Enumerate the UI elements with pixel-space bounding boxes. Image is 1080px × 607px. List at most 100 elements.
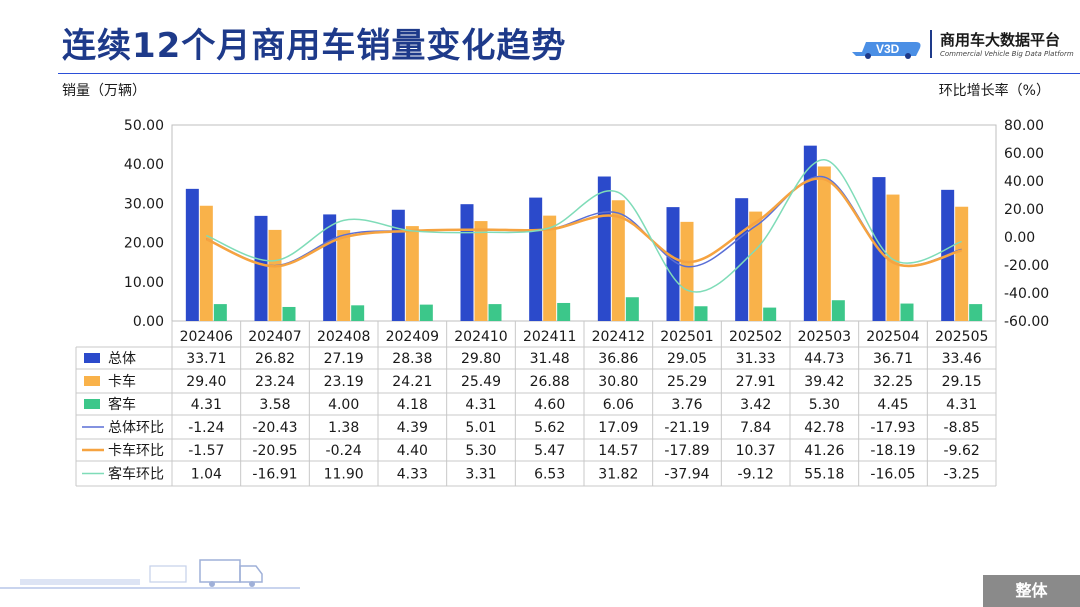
brand-logo: V3D 商用车大数据平台 Commercial Vehicle Big Data… <box>848 22 1074 68</box>
table-cell: 14.57 <box>598 443 638 459</box>
bar-卡车 <box>749 211 763 321</box>
bar-卡车 <box>817 166 831 321</box>
table-cell: 5.62 <box>534 420 565 436</box>
right-tick-label: 40.00 <box>1004 174 1044 190</box>
line-客车环比 <box>206 158 962 293</box>
bar-客车 <box>557 302 571 321</box>
table-cell: 41.26 <box>804 443 844 459</box>
table-cell: -17.89 <box>664 443 709 459</box>
table-cell: 4.31 <box>465 397 496 413</box>
table-cell: 26.88 <box>530 374 570 390</box>
bar-卡车 <box>199 205 213 321</box>
legend-label: 客车环比 <box>108 466 164 483</box>
table-cell: 31.82 <box>598 467 638 483</box>
table-cell: 1.04 <box>191 467 222 483</box>
legend-label: 客车 <box>108 396 136 413</box>
svg-text:V3D: V3D <box>876 42 900 56</box>
table-cell: 27.19 <box>324 351 364 367</box>
bar-卡车 <box>405 226 419 321</box>
table-cell: 11.90 <box>324 467 364 483</box>
category-label: 202503 <box>798 329 851 345</box>
bar-客车 <box>831 300 845 321</box>
right-tick-label: -40.00 <box>1004 286 1049 302</box>
table-cell: 27.91 <box>736 374 776 390</box>
legend-key-卡车 <box>84 376 100 386</box>
table-cell: 4.39 <box>397 420 428 436</box>
bar-总体 <box>185 188 199 321</box>
table-cell: 33.46 <box>942 351 982 367</box>
table-cell: 1.38 <box>328 420 359 436</box>
table-cell: 39.42 <box>804 374 844 390</box>
table-cell: 24.21 <box>392 374 432 390</box>
page-title: 连续12个月商用车销量变化趋势 <box>62 26 567 66</box>
table-cell: -21.19 <box>664 420 709 436</box>
bar-客车 <box>213 304 227 321</box>
table-cell: 23.24 <box>255 374 295 390</box>
table-cell: 4.00 <box>328 397 359 413</box>
bar-总体 <box>391 209 405 321</box>
bar-卡车 <box>886 194 900 321</box>
bar-总体 <box>803 145 817 321</box>
table-cell: 36.86 <box>598 351 638 367</box>
table-cell: 55.18 <box>804 467 844 483</box>
line-卡车环比 <box>205 177 962 268</box>
table-cell: 4.18 <box>397 397 428 413</box>
table-cell: 4.33 <box>397 467 428 483</box>
logo-divider <box>930 30 932 58</box>
table-cell: 3.76 <box>671 397 702 413</box>
logo-text-en: Commercial Vehicle Big Data Platform <box>940 50 1074 58</box>
table-cell: 42.78 <box>804 420 844 436</box>
bar-卡车 <box>268 229 282 321</box>
legend-key-客车 <box>84 399 100 409</box>
table-cell: -9.62 <box>944 443 980 459</box>
table-cell: 33.71 <box>186 351 226 367</box>
table-cell: 5.30 <box>809 397 840 413</box>
bar-卡车 <box>543 215 557 321</box>
bar-卡车 <box>680 221 694 321</box>
category-label: 202406 <box>180 329 234 345</box>
category-label: 202504 <box>866 329 920 345</box>
bar-卡车 <box>955 206 969 321</box>
right-tick-label: 60.00 <box>1004 146 1044 162</box>
right-tick-label: -60.00 <box>1004 314 1049 330</box>
bar-总体 <box>597 176 611 321</box>
left-tick-label: 50.00 <box>124 118 164 134</box>
table-cell: -3.25 <box>944 467 980 483</box>
v3d-logo-icon: V3D <box>852 42 921 59</box>
left-tick-label: 20.00 <box>124 236 164 252</box>
bar-客车 <box>488 304 502 321</box>
bar-客车 <box>625 297 639 321</box>
table-cell: 30.80 <box>598 374 638 390</box>
header-divider <box>58 73 1080 74</box>
table-cell: 4.31 <box>191 397 222 413</box>
left-tick-label: 30.00 <box>124 196 164 212</box>
bar-客车 <box>282 306 296 321</box>
overall-tab-button[interactable]: 整体 <box>983 575 1080 607</box>
table-cell: 4.60 <box>534 397 565 413</box>
table-cell: 25.49 <box>461 374 501 390</box>
table-cell: -1.57 <box>188 443 224 459</box>
legend-label: 总体环比 <box>108 420 164 436</box>
table-cell: 6.53 <box>534 467 565 483</box>
category-label: 202408 <box>317 329 370 345</box>
table-cell: -18.19 <box>870 443 915 459</box>
table-cell: -20.95 <box>252 443 297 459</box>
table-cell: 29.05 <box>667 351 707 367</box>
table-cell: 6.06 <box>603 397 634 413</box>
bar-客车 <box>419 304 433 321</box>
table-cell: -37.94 <box>664 467 709 483</box>
table-cell: 36.71 <box>873 351 913 367</box>
right-tick-label: 0.00 <box>1004 230 1035 246</box>
category-label: 202412 <box>592 329 645 345</box>
right-axis-title: 环比增长率（%） <box>938 83 1050 99</box>
table-cell: 28.38 <box>392 351 432 367</box>
category-label: 202410 <box>454 329 507 345</box>
table-cell: 44.73 <box>804 351 844 367</box>
bar-客车 <box>351 305 365 321</box>
category-label: 202409 <box>386 329 439 345</box>
table-cell: 7.84 <box>740 420 771 436</box>
table-cell: 31.48 <box>530 351 570 367</box>
table-cell: 5.01 <box>465 420 496 436</box>
left-tick-label: 10.00 <box>124 275 164 291</box>
